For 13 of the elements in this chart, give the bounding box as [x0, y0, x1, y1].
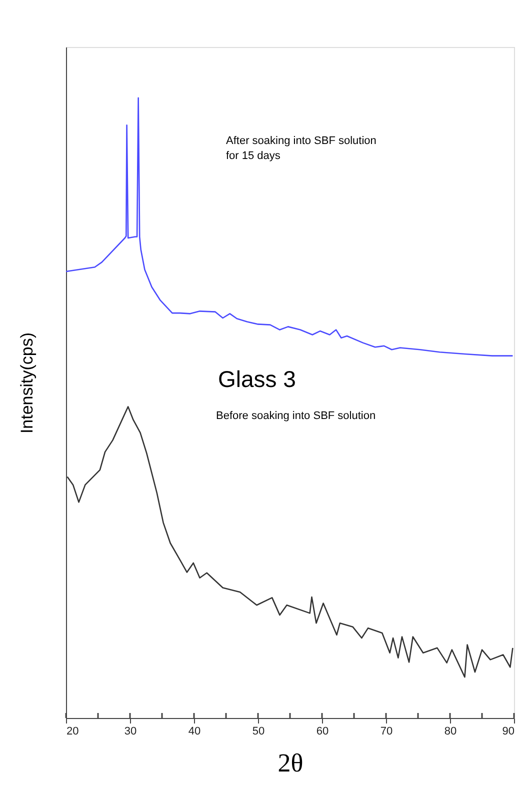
x-tick-label: 60 [316, 726, 329, 738]
x-tick-label: 40 [188, 726, 201, 738]
annotation: Glass 3 [218, 366, 296, 392]
x-tick-label: 50 [252, 726, 265, 738]
x-tick-label: 70 [380, 726, 393, 738]
x-tick-label: 80 [444, 726, 457, 738]
x-tick-label: 20 [66, 726, 79, 738]
y-axis-title: Intensity(cps) [18, 332, 36, 434]
annotation: Before soaking into SBF solution [216, 410, 376, 422]
x-tick-label: 30 [124, 726, 137, 738]
x-tick-label: 90 [502, 726, 514, 738]
annotation: After soaking into SBF solution for 15 days [226, 135, 376, 162]
x-axis-title: 2θ [278, 748, 304, 778]
